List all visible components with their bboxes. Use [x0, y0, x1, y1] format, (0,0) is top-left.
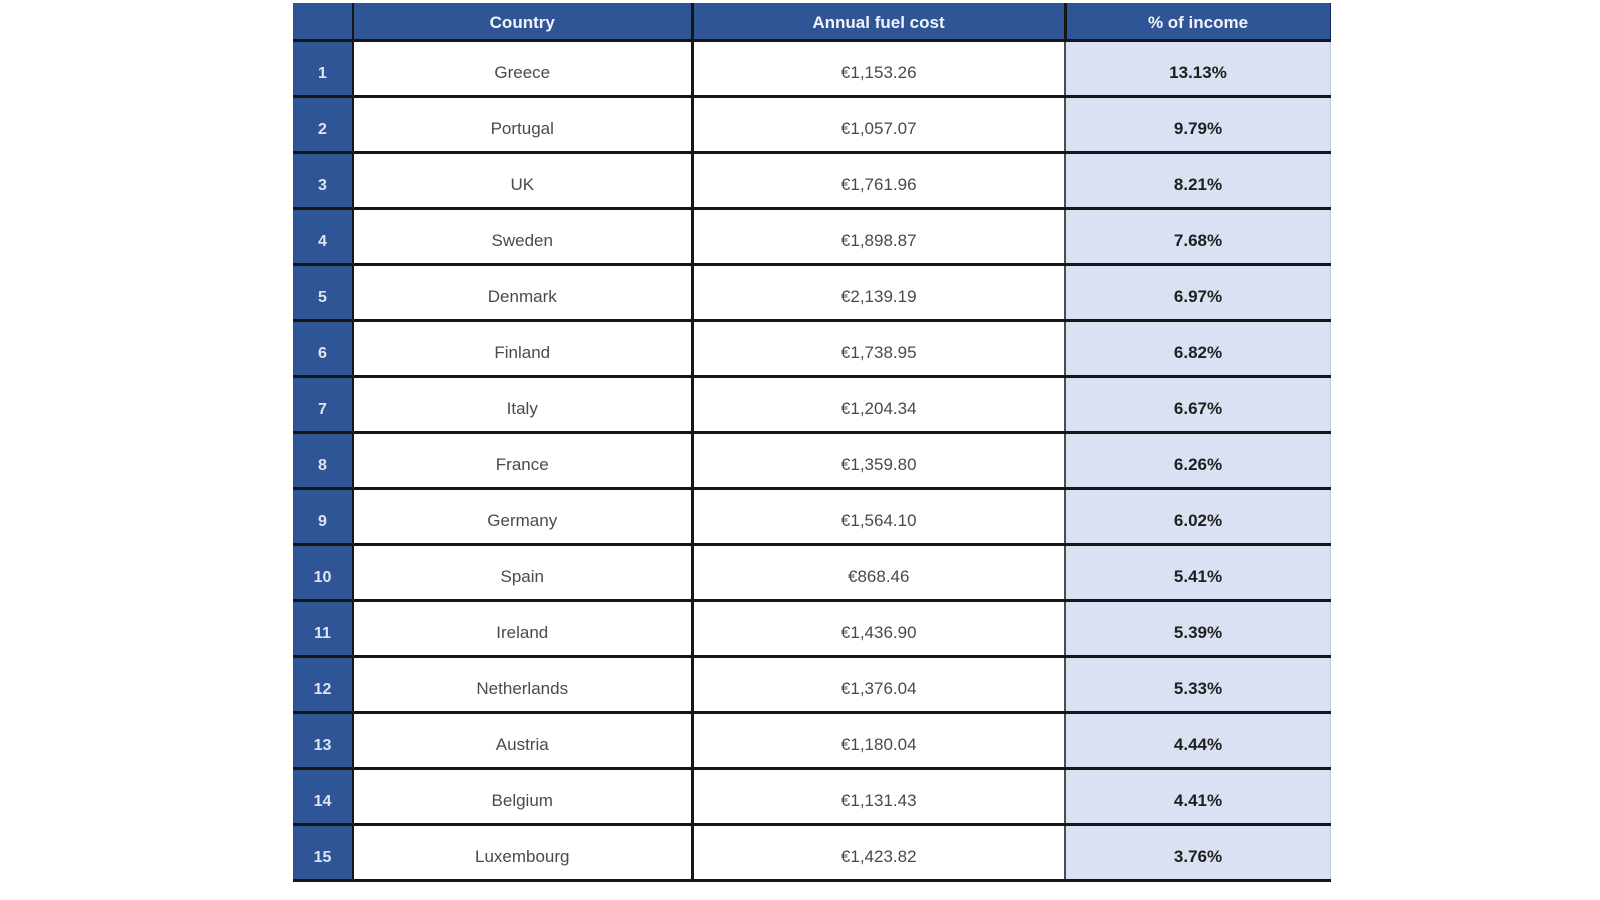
income-pct-cell: 7.68%: [1065, 208, 1331, 266]
fuel-cost-cell: €1,423.82: [692, 824, 1066, 882]
table-row: 2 Portugal €1,057.07 9.79%: [293, 96, 1331, 154]
country-cell: UK: [353, 152, 694, 210]
header-cell-country: Country: [353, 3, 694, 42]
table-row: 11 Ireland €1,436.90 5.39%: [293, 600, 1331, 658]
table-row: 1 Greece €1,153.26 13.13%: [293, 40, 1331, 98]
table-row: 8 France €1,359.80 6.26%: [293, 432, 1331, 490]
fuel-cost-cell: €1,436.90: [692, 600, 1066, 658]
rank-cell: 5: [293, 264, 354, 322]
header-cell-rank: [293, 3, 354, 42]
fuel-cost-table-container: Country Annual fuel cost % of income 1 G…: [293, 3, 1331, 883]
rank-cell: 15: [293, 824, 354, 882]
rank-cell: 2: [293, 96, 354, 154]
country-cell: Denmark: [353, 264, 694, 322]
fuel-cost-cell: €1,180.04: [692, 712, 1066, 770]
country-cell: Italy: [353, 376, 694, 434]
fuel-cost-cell: €868.46: [692, 544, 1066, 602]
rank-cell: 3: [293, 152, 354, 210]
rank-cell: 8: [293, 432, 354, 490]
fuel-cost-cell: €1,153.26: [692, 40, 1066, 98]
country-cell: Ireland: [353, 600, 694, 658]
rank-cell: 14: [293, 768, 354, 826]
rank-cell: 1: [293, 40, 354, 98]
income-pct-cell: 4.41%: [1065, 768, 1331, 826]
fuel-cost-cell: €1,204.34: [692, 376, 1066, 434]
income-pct-cell: 6.26%: [1065, 432, 1331, 490]
table-row: 3 UK €1,761.96 8.21%: [293, 152, 1331, 210]
income-pct-cell: 6.67%: [1065, 376, 1331, 434]
rank-cell: 12: [293, 656, 354, 714]
country-cell: France: [353, 432, 694, 490]
country-cell: Luxembourg: [353, 824, 694, 882]
table-row: 4 Sweden €1,898.87 7.68%: [293, 208, 1331, 266]
table-row: 13 Austria €1,180.04 4.44%: [293, 712, 1331, 770]
rank-cell: 11: [293, 600, 354, 658]
fuel-cost-cell: €1,376.04: [692, 656, 1066, 714]
fuel-cost-cell: €1,057.07: [692, 96, 1066, 154]
table-row: 6 Finland €1,738.95 6.82%: [293, 320, 1331, 378]
fuel-cost-cell: €1,738.95: [692, 320, 1066, 378]
fuel-cost-cell: €1,898.87: [692, 208, 1066, 266]
income-pct-cell: 6.82%: [1065, 320, 1331, 378]
country-cell: Netherlands: [353, 656, 694, 714]
country-cell: Spain: [353, 544, 694, 602]
income-pct-cell: 8.21%: [1065, 152, 1331, 210]
rank-cell: 13: [293, 712, 354, 770]
country-cell: Portugal: [353, 96, 694, 154]
fuel-cost-cell: €1,564.10: [692, 488, 1066, 546]
table-row: 12 Netherlands €1,376.04 5.33%: [293, 656, 1331, 714]
header-cell-fuel-cost: Annual fuel cost: [692, 3, 1067, 42]
fuel-cost-table: Country Annual fuel cost % of income 1 G…: [293, 3, 1331, 882]
rank-cell: 7: [293, 376, 354, 434]
rank-cell: 9: [293, 488, 354, 546]
income-pct-cell: 13.13%: [1065, 40, 1331, 98]
fuel-cost-cell: €2,139.19: [692, 264, 1066, 322]
income-pct-cell: 9.79%: [1065, 96, 1331, 154]
header-cell-income-pct: % of income: [1065, 3, 1331, 42]
country-cell: Sweden: [353, 208, 694, 266]
fuel-cost-cell: €1,359.80: [692, 432, 1066, 490]
income-pct-cell: 5.41%: [1065, 544, 1331, 602]
fuel-cost-cell: €1,761.96: [692, 152, 1066, 210]
table-row: 14 Belgium €1,131.43 4.41%: [293, 768, 1331, 826]
table-row: 10 Spain €868.46 5.41%: [293, 544, 1331, 602]
income-pct-cell: 6.02%: [1065, 488, 1331, 546]
income-pct-cell: 6.97%: [1065, 264, 1331, 322]
income-pct-cell: 5.33%: [1065, 656, 1331, 714]
fuel-cost-cell: €1,131.43: [692, 768, 1066, 826]
country-cell: Germany: [353, 488, 694, 546]
table-row: 7 Italy €1,204.34 6.67%: [293, 376, 1331, 434]
table-body: 1 Greece €1,153.26 13.13% 2 Portugal €1,…: [293, 40, 1331, 882]
income-pct-cell: 3.76%: [1065, 824, 1331, 882]
income-pct-cell: 5.39%: [1065, 600, 1331, 658]
rank-cell: 10: [293, 544, 354, 602]
table-row: 9 Germany €1,564.10 6.02%: [293, 488, 1331, 546]
country-cell: Greece: [353, 40, 694, 98]
country-cell: Belgium: [353, 768, 694, 826]
rank-cell: 4: [293, 208, 354, 266]
country-cell: Austria: [353, 712, 694, 770]
income-pct-cell: 4.44%: [1065, 712, 1331, 770]
table-row: 15 Luxembourg €1,423.82 3.76%: [293, 824, 1331, 882]
header-row: Country Annual fuel cost % of income: [293, 3, 1331, 42]
table-row: 5 Denmark €2,139.19 6.97%: [293, 264, 1331, 322]
rank-cell: 6: [293, 320, 354, 378]
country-cell: Finland: [353, 320, 694, 378]
